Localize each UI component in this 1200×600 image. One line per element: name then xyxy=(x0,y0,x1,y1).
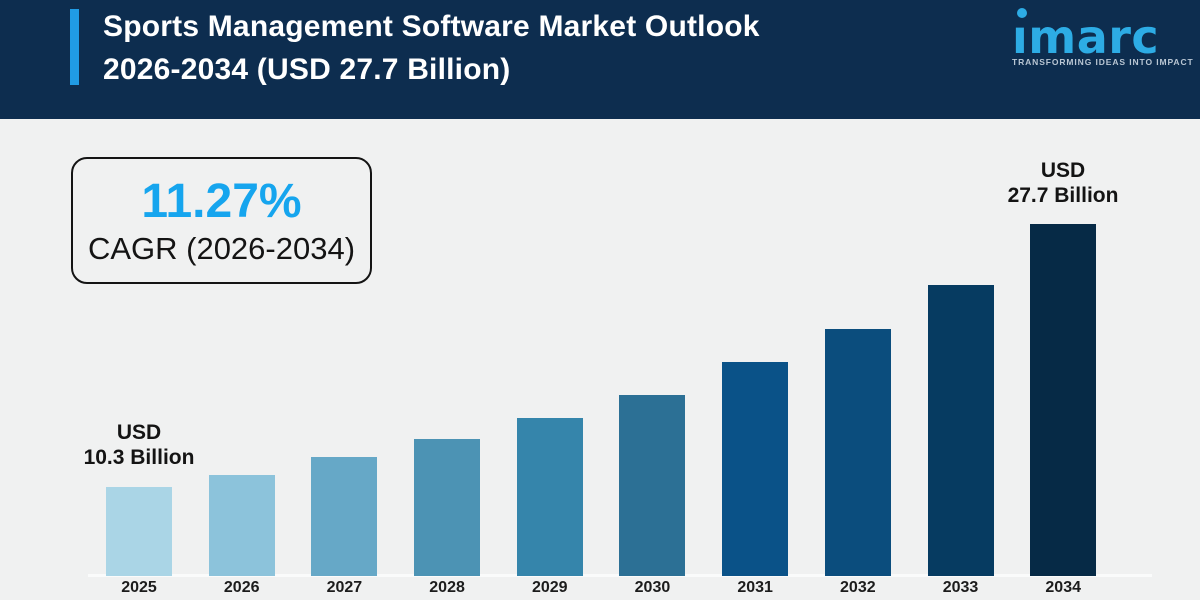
value-label-2034-amount: 27.7 Billion xyxy=(1007,184,1119,207)
cagr-badge: 11.27% CAGR (2026-2034) xyxy=(71,157,372,284)
bar-2034 xyxy=(1030,224,1097,576)
cagr-value: 11.27% xyxy=(141,174,302,228)
value-label-2025: USD 10.3 Billion xyxy=(84,420,195,470)
bar-2026 xyxy=(208,475,275,576)
x-axis-label-2027: 2027 xyxy=(326,579,363,596)
bar-column-2025: 2025 xyxy=(106,487,172,596)
imarc-logo-text: ımarc xyxy=(1012,10,1160,64)
value-label-2034-currency: USD xyxy=(1040,159,1086,182)
bar-2028 xyxy=(414,439,481,576)
bar-2029 xyxy=(516,418,583,576)
bar-2031 xyxy=(722,362,789,576)
imarc-logo: ımarc TRANSFORMING IDEAS INTO IMPACT xyxy=(1012,6,1194,67)
x-axis-label-2030: 2030 xyxy=(634,579,671,596)
imarc-logo-dot-icon xyxy=(1017,8,1027,18)
page-title-line1: Sports Management Software Market Outloo… xyxy=(103,10,760,43)
bar-2033 xyxy=(927,285,994,576)
bar-2025 xyxy=(106,487,172,576)
page-title-line2: 2026-2034 (USD 27.7 Billion) xyxy=(103,53,511,86)
value-label-2025-currency: USD xyxy=(116,421,162,444)
x-axis-label-2028: 2028 xyxy=(429,579,465,596)
imarc-logo-tagline: TRANSFORMING IDEAS INTO IMPACT xyxy=(1012,57,1194,67)
x-axis-label-2032: 2032 xyxy=(840,579,876,596)
bar-2030 xyxy=(619,395,686,576)
bar-2032 xyxy=(824,329,891,576)
title-accent-bar xyxy=(70,9,79,85)
bar-column-2029: 2029 xyxy=(516,418,583,596)
bar-column-2033: 2033 xyxy=(927,285,994,596)
bar-column-2031: 2031 xyxy=(722,362,789,596)
bar-chart: 2025 2026 2027 2028 2029 2030 2031 2032 2033 2034 xyxy=(106,224,1097,596)
x-axis-label-2026: 2026 xyxy=(223,579,260,596)
bar-column-2028: 2028 xyxy=(414,439,481,596)
x-axis-label-2031: 2031 xyxy=(737,579,773,596)
bar-column-2032: 2032 xyxy=(824,329,891,596)
bar-column-2026: 2026 xyxy=(208,475,275,596)
value-label-2034: USD 27.7 Billion xyxy=(1008,158,1119,208)
bar-2027 xyxy=(311,457,378,576)
bar-column-2027: 2027 xyxy=(311,457,378,596)
header-banner: Sports Management Software Market Outloo… xyxy=(0,0,1200,119)
value-label-2025-amount: 10.3 Billion xyxy=(83,446,195,469)
bar-column-2034: 2034 xyxy=(1030,224,1097,596)
x-axis-label-2034: 2034 xyxy=(1045,579,1081,596)
bar-column-2030: 2030 xyxy=(619,395,686,596)
cagr-label: CAGR (2026-2034) xyxy=(87,230,356,266)
x-axis-label-2029: 2029 xyxy=(531,579,568,596)
x-axis-label-2033: 2033 xyxy=(942,579,979,596)
x-axis-label-2025: 2025 xyxy=(121,579,157,596)
page-title: Sports Management Software Market Outloo… xyxy=(103,5,760,91)
